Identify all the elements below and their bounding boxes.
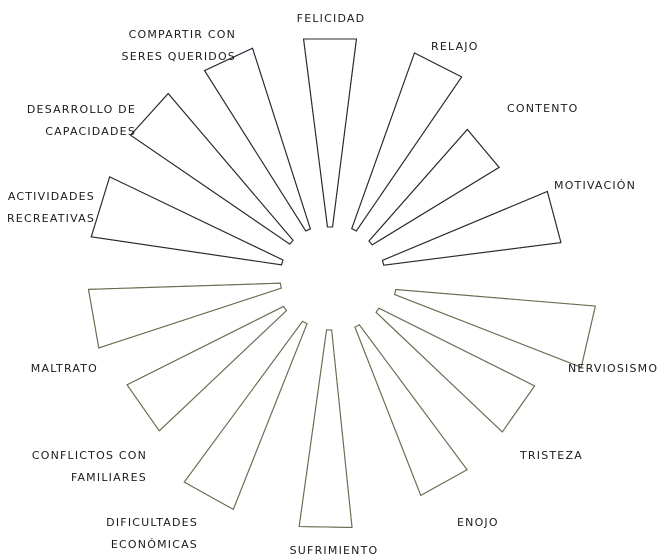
label-motivacion: MOTIVACIÓN	[554, 179, 636, 192]
petal-desarrollo-de-capacidades	[129, 92, 294, 245]
petal-sufrimiento	[298, 329, 353, 528]
label-line: RELAJO	[431, 40, 479, 53]
petal-relajo	[351, 52, 463, 232]
petal-motivacion	[381, 190, 562, 266]
label-felicidad: FELICIDAD	[297, 12, 366, 25]
petal-conflictos-con-familiares	[126, 305, 288, 432]
label-line: DESARROLLO DE	[27, 103, 136, 116]
label-line: TRISTEZA	[519, 449, 583, 462]
petal-border	[298, 329, 353, 528]
petal-border	[129, 92, 294, 245]
label-line: CAPACIDADES	[45, 125, 136, 138]
label-line: FELICIDAD	[297, 12, 366, 25]
petal-border	[394, 289, 596, 368]
label-conflictos-con-familiares: CONFLICTOS CON FAMILIARES	[32, 449, 147, 484]
label-line: NERVIOSISMO	[568, 362, 657, 375]
petal-dificultades-economicas	[183, 320, 308, 511]
petal-border	[90, 176, 284, 266]
petal-enojo	[354, 324, 468, 497]
label-enojo: ENOJO	[457, 516, 499, 529]
petal-contento	[368, 128, 500, 246]
petal-border	[87, 282, 282, 349]
petal-border	[351, 52, 463, 232]
label-tristeza: TRISTEZA	[519, 449, 583, 462]
label-actividades-recreativas: ACTIVIDADES RECREATIVAS	[7, 190, 95, 225]
label-sufrimiento: SUFRIMIENTO	[290, 544, 379, 557]
petal-felicidad	[302, 38, 358, 228]
petal-border	[368, 128, 500, 246]
label-relajo: RELAJO	[431, 40, 479, 53]
label-line: DIFICULTADES	[106, 516, 198, 529]
petal-border	[375, 307, 536, 433]
label-desarrollo-de-capacidades: DESARROLLO DE CAPACIDADES	[27, 103, 136, 138]
label-compartir-con-seres-queridos: COMPARTIR CON SERES QUERIDOS	[122, 28, 236, 63]
label-line: CONTENTO	[507, 102, 578, 115]
label-line: FAMILIARES	[71, 471, 147, 484]
label-maltrato: MALTRATO	[31, 362, 98, 375]
label-line: MALTRATO	[31, 362, 98, 375]
petal-actividades-recreativas	[90, 176, 284, 266]
label-line: CONFLICTOS CON	[32, 449, 147, 462]
label-line: ENOJO	[457, 516, 499, 529]
petal-border	[126, 305, 288, 432]
label-line: SERES QUERIDOS	[122, 50, 236, 63]
label-line: MOTIVACIÓN	[554, 179, 636, 192]
label-line: ECONÓMICAS	[111, 538, 198, 551]
petals-layer	[87, 38, 596, 528]
label-nerviosismo: NERVIOSISMO	[568, 362, 657, 375]
petal-border	[183, 320, 308, 511]
petal-compartir-con-seres-queridos	[203, 47, 311, 232]
label-line: ACTIVIDADES	[8, 190, 95, 203]
petal-border	[302, 38, 358, 228]
petal-nerviosismo	[394, 289, 596, 368]
petal-border	[381, 190, 562, 266]
petal-maltrato	[87, 282, 282, 349]
petal-border	[203, 47, 311, 232]
petal-tristeza	[375, 307, 536, 433]
label-line: COMPARTIR CON	[129, 28, 236, 41]
petal-border	[354, 324, 468, 497]
label-dificultades-economicas: DIFICULTADES ECONÓMICAS	[106, 516, 198, 551]
label-line: RECREATIVAS	[7, 212, 95, 225]
label-contento: CONTENTO	[507, 102, 578, 115]
label-line: SUFRIMIENTO	[290, 544, 379, 557]
labels-layer: FELICIDAD RELAJO CONTENTO MOTIVACIÓN NERVIOS…	[7, 12, 657, 557]
